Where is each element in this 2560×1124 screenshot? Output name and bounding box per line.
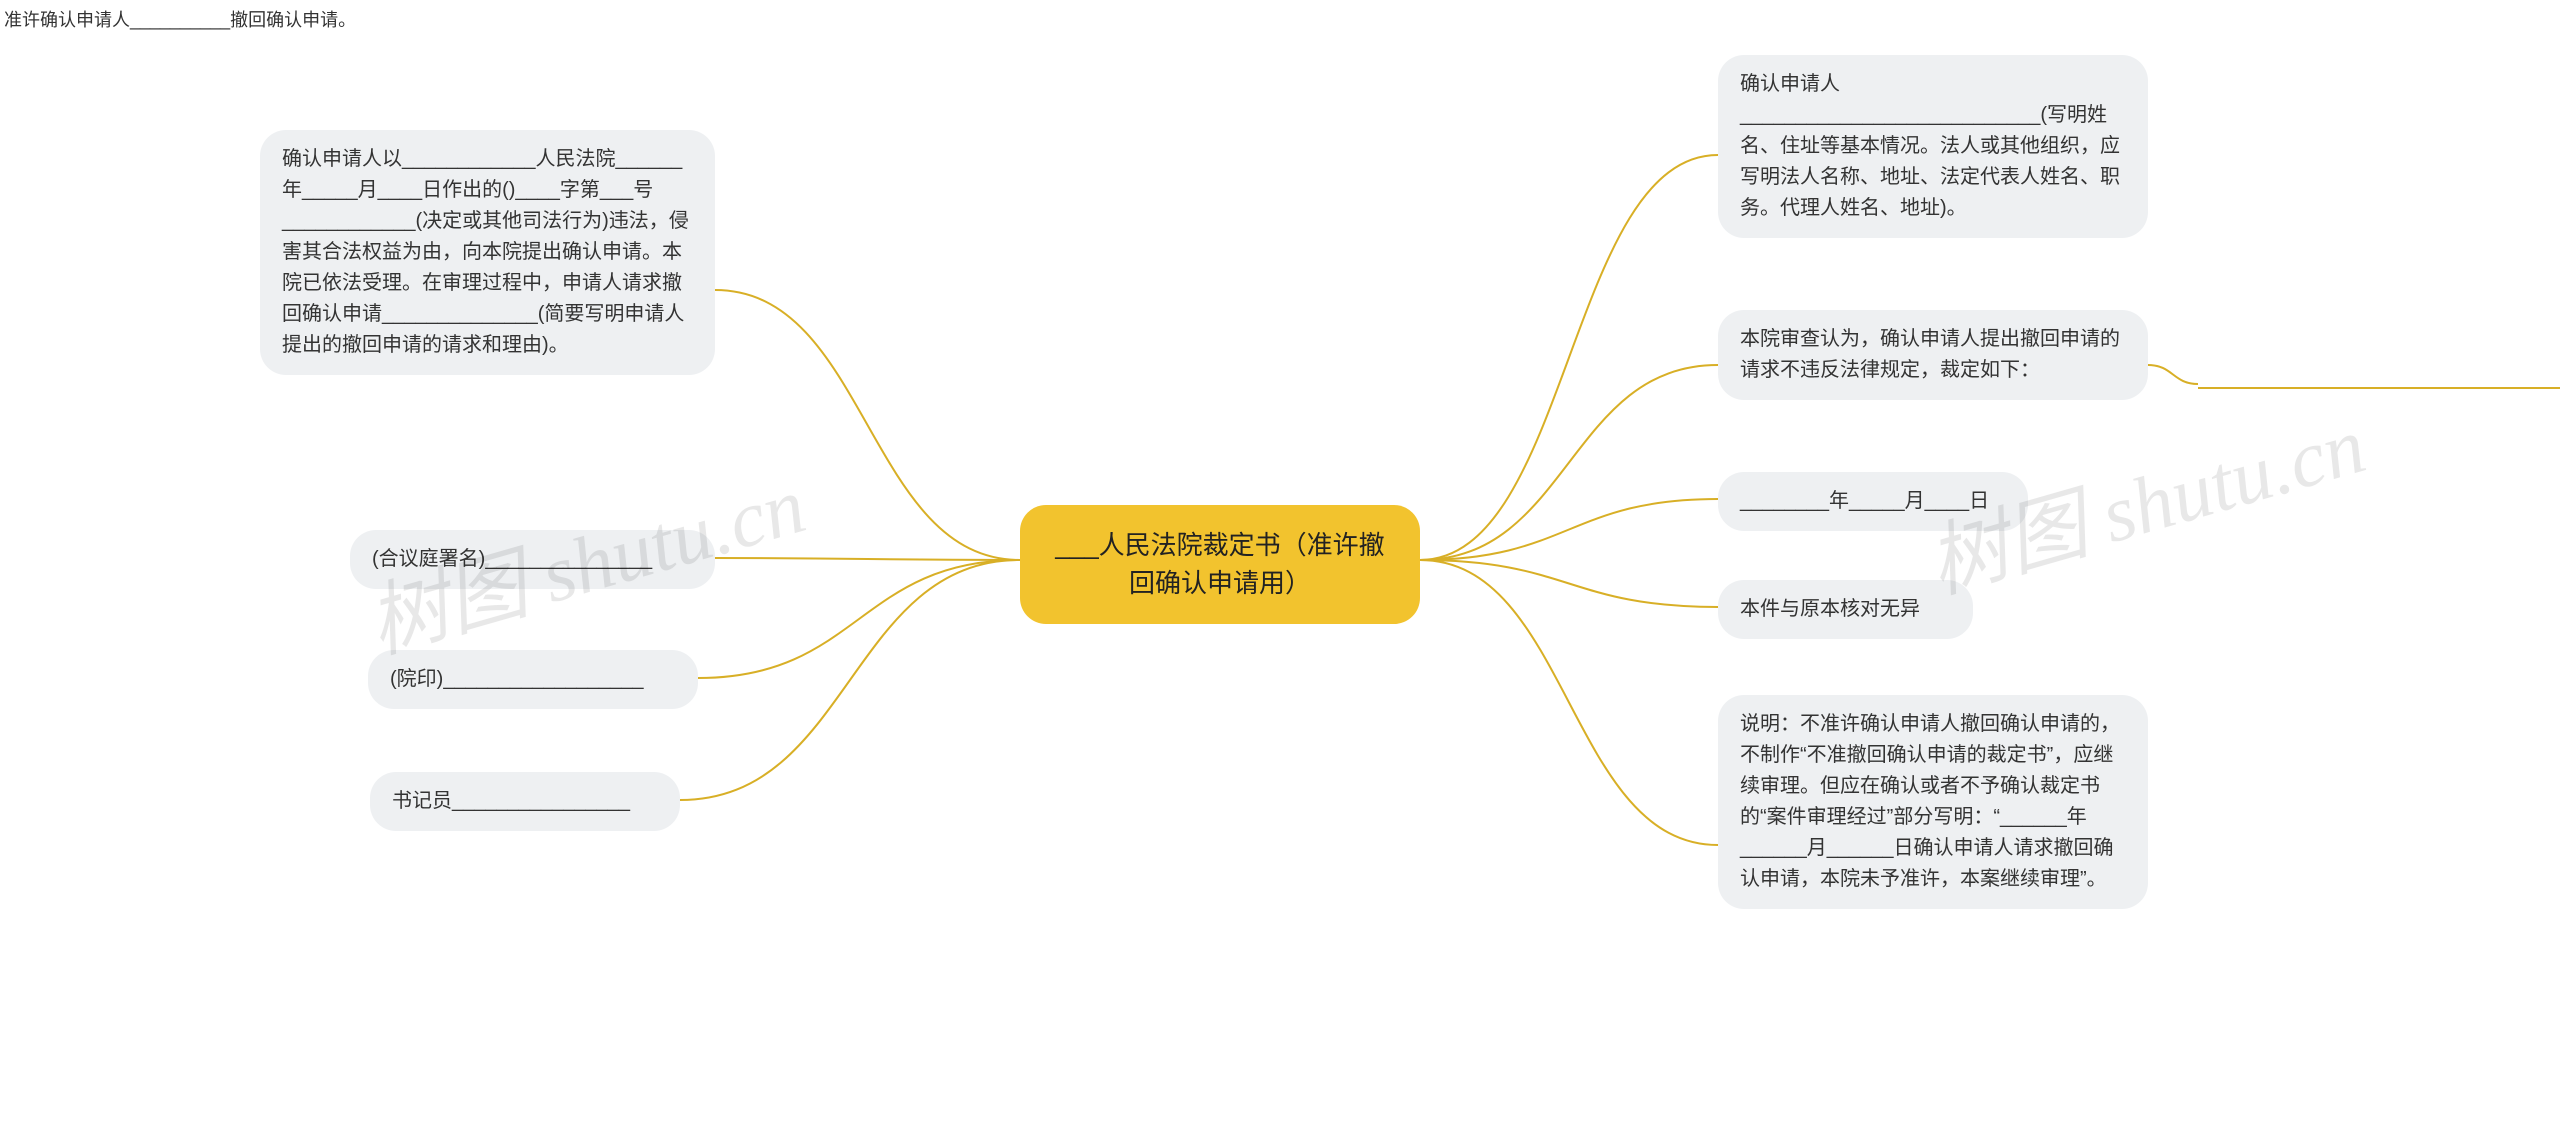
- right-node-3: ________年_____月____日: [1718, 472, 2028, 531]
- center-node: ___人民法院裁定书（准许撤回确认申请用）: [1020, 505, 1420, 624]
- right-node-4: 本件与原本核对无异: [1718, 580, 1973, 639]
- left-node-4: 书记员________________: [370, 772, 680, 831]
- left-node-3: (院印)__________________: [368, 650, 698, 709]
- right-node-1: 确认申请人___________________________(写明姓名、住址…: [1718, 55, 2148, 238]
- left-node-1: 确认申请人以____________人民法院______年_____月____日…: [260, 130, 715, 375]
- right-node-5: 说明：不准许确认申请人撤回确认申请的，不制作“不准撤回确认申请的裁定书”，应继续…: [1718, 695, 2148, 909]
- left-node-2: (合议庭署名)_______________: [350, 530, 715, 589]
- right-node-2: 本院审查认为，确认申请人提出撤回申请的请求不违反法律规定，裁定如下：: [1718, 310, 2148, 400]
- right-node-2-leaf: 准许确认申请人__________撤回确认申请。: [0, 0, 2560, 38]
